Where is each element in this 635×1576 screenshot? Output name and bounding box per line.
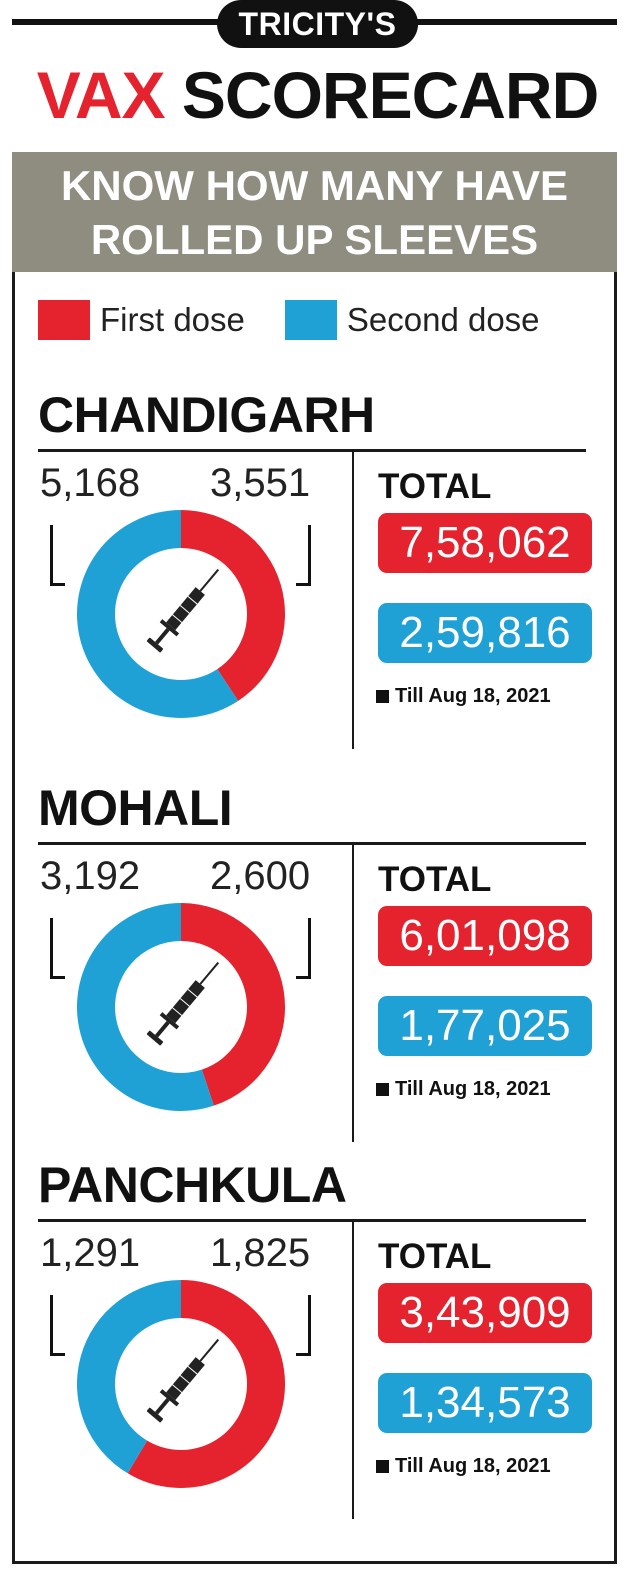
city-panel-mohali: MOHALI 3,192 2,600 TOTAL 6,01,098 1,77,0… xyxy=(0,778,635,1173)
first-dose-daily: 3,551 xyxy=(210,461,311,505)
date-note: Till Aug 18, 2021 xyxy=(376,685,551,708)
vertical-divider xyxy=(352,842,354,1142)
legend-label-second: Second dose xyxy=(346,301,540,338)
kicker-badge: TRICITY'S xyxy=(216,0,419,48)
date-note-text: Till Aug 18, 2021 xyxy=(395,685,551,707)
second-dose-daily: 3,192 xyxy=(40,854,141,898)
total-first-dose: 7,58,062 xyxy=(378,513,592,573)
subhead-line-1: KNOW HOW MANY HAVE xyxy=(60,162,569,209)
first-dose-daily: 2,600 xyxy=(210,854,311,898)
headline-black: SCORECARD xyxy=(181,58,599,132)
city-rule xyxy=(38,449,586,452)
bracket-right xyxy=(296,1295,311,1356)
city-panel-chandigarh: CHANDIGARH 5,168 3,551 TOTAL 7,58,062 2,… xyxy=(0,385,635,780)
syringe-icon xyxy=(146,961,220,1046)
date-note: Till Aug 18, 2021 xyxy=(376,1455,551,1478)
bracket-left xyxy=(50,1295,65,1356)
headline: VAX SCORECARD xyxy=(0,55,635,135)
syringe-icon xyxy=(146,1338,220,1423)
bracket-left xyxy=(50,525,65,586)
second-dose-daily: 5,168 xyxy=(40,461,141,505)
legend: First dose Second dose xyxy=(38,300,580,340)
date-note-text: Till Aug 18, 2021 xyxy=(395,1078,551,1100)
first-dose-daily: 1,825 xyxy=(210,1231,311,1275)
bracket-right xyxy=(296,918,311,979)
syringe-icon xyxy=(146,568,220,653)
city-name: CHANDIGARH xyxy=(38,387,375,443)
bullet-square-icon xyxy=(376,1460,389,1473)
total-label: TOTAL xyxy=(378,860,492,899)
city-rule xyxy=(38,842,586,845)
headline-red: VAX xyxy=(36,58,166,132)
total-second-dose: 1,77,025 xyxy=(378,996,592,1056)
city-rule xyxy=(38,1219,586,1222)
second-dose-daily: 1,291 xyxy=(40,1231,141,1275)
donut-slice-first-dose xyxy=(181,510,285,701)
bracket-left xyxy=(50,918,65,979)
donut-slice-second-dose xyxy=(76,510,239,718)
city-name: PANCHKULA xyxy=(38,1157,347,1213)
total-label: TOTAL xyxy=(378,467,492,506)
donut-chart xyxy=(76,510,285,718)
total-second-dose: 2,59,816 xyxy=(378,603,592,663)
donut-slice-second-dose xyxy=(77,903,214,1111)
city-name: MOHALI xyxy=(38,780,233,836)
date-note: Till Aug 18, 2021 xyxy=(376,1078,551,1101)
total-label: TOTAL xyxy=(378,1237,492,1276)
subhead: KNOW HOW MANY HAVE ROLLED UP SLEEVES xyxy=(12,152,617,272)
date-note-text: Till Aug 18, 2021 xyxy=(395,1455,551,1477)
city-panel-panchkula: PANCHKULA 1,291 1,825 TOTAL 3,43,909 1,3… xyxy=(0,1155,635,1550)
legend-label-first: First dose xyxy=(100,301,245,338)
donut-chart xyxy=(77,903,286,1111)
subhead-line-2: ROLLED UP SLEEVES xyxy=(90,216,539,263)
donut-slice-first-dose xyxy=(181,903,286,1106)
bracket-right xyxy=(296,525,311,586)
vertical-divider xyxy=(352,1219,354,1519)
donut-chart xyxy=(77,1280,285,1488)
donut-slice-first-dose xyxy=(127,1280,285,1488)
bullet-square-icon xyxy=(376,1083,389,1096)
total-second-dose: 1,34,573 xyxy=(378,1373,592,1433)
donut-slice-second-dose xyxy=(77,1280,181,1474)
content-frame xyxy=(12,272,617,1564)
legend-swatch-first xyxy=(38,300,90,340)
bullet-square-icon xyxy=(376,690,389,703)
legend-swatch-second xyxy=(284,300,337,340)
vertical-divider xyxy=(352,449,354,749)
total-first-dose: 6,01,098 xyxy=(378,906,592,966)
total-first-dose: 3,43,909 xyxy=(378,1283,592,1343)
